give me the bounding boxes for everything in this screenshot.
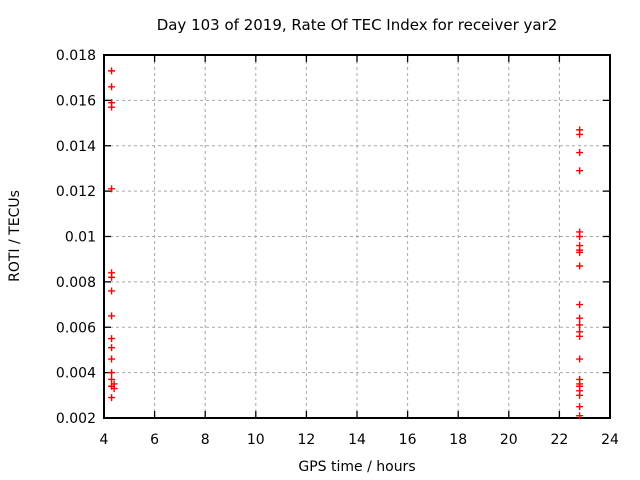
grid-lines [104,55,610,418]
data-point-marker [576,301,584,309]
data-point-marker [108,344,116,352]
y-tick-label: 0.014 [56,139,96,155]
data-point-marker [576,314,584,322]
y-tick-label: 0.016 [56,93,96,109]
data-point-marker [108,185,116,193]
y-tick-label: 0.002 [56,411,96,427]
data-point-marker [576,262,584,270]
data-point-marker [108,355,116,363]
y-tick-label: 0.008 [56,275,96,291]
data-point-marker [576,149,584,157]
data-point-marker [108,103,116,111]
data-point-marker [576,321,584,329]
data-point-marker [108,394,116,402]
x-tick-labels: 4 6 8 10 12 14 16 18 20 22 24 [100,432,619,448]
x-tick-label: 24 [601,432,619,448]
x-tick-label: 8 [201,432,210,448]
y-tick-label: 0.018 [56,48,96,64]
y-tick-label: 0.004 [56,366,96,382]
x-tick-label: 18 [449,432,467,448]
data-point-marker [576,403,584,411]
y-tick-label: 0.012 [56,184,96,200]
x-tick-label: 16 [399,432,417,448]
data-point-marker [576,412,584,420]
data-point-marker [108,335,116,343]
x-tick-label: 10 [247,432,265,448]
data-point-marker [108,287,116,295]
data-points [108,67,584,420]
axis-tick-marks [103,54,611,419]
x-tick-label: 14 [348,432,366,448]
y-tick-labels: 0.002 0.004 0.006 0.008 0.01 0.012 0.014 0.016 0… [56,48,96,427]
data-point-marker [108,369,116,377]
data-point-marker [576,391,584,399]
data-point-marker [576,332,584,340]
data-point-marker [108,273,116,281]
x-tick-label: 6 [150,432,159,448]
data-point-marker [108,83,116,91]
data-point-marker [576,248,584,256]
x-tick-label: 12 [297,432,315,448]
data-point-marker [108,67,116,75]
x-tick-label: 4 [100,432,109,448]
data-point-marker [576,167,584,175]
y-tick-label: 0.006 [56,320,96,336]
data-point-marker [576,130,584,138]
chart-title: Day 103 of 2019, Rate Of TEC Index for r… [157,16,558,34]
data-point-marker [576,355,584,363]
data-point-marker [110,385,118,393]
x-tick-label: 20 [500,432,518,448]
x-axis-label: GPS time / hours [298,459,415,475]
data-point-marker [576,233,584,240]
data-point-marker [108,312,116,320]
x-tick-label: 22 [550,432,568,448]
y-axis-label: ROTI / TECUs [7,190,23,282]
y-tick-label: 0.01 [65,230,96,246]
data-point-marker [108,375,116,383]
